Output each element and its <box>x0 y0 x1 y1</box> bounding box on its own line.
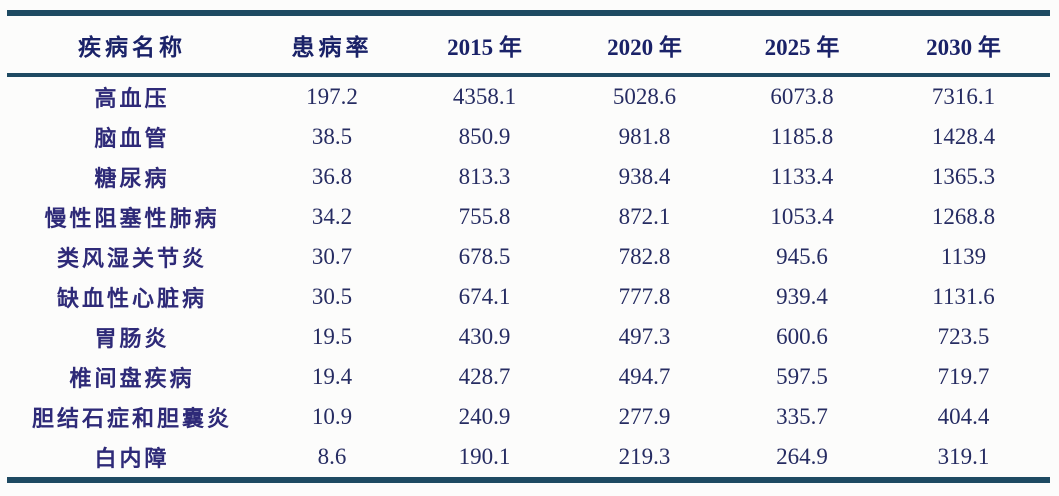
disease-name-cell: 类风湿关节炎 <box>56 246 207 271</box>
column-header-year-2025: 2025 年 <box>764 34 840 60</box>
table-row: 胆结石症和胆囊炎 10.9 240.9 277.9 335.7 404.4 <box>7 397 1050 437</box>
year-2025-cell: 945.6 <box>776 244 828 269</box>
year-2020-cell: 872.1 <box>618 204 671 229</box>
year-2020-cell: 981.8 <box>618 124 671 149</box>
year-2030-cell: 723.5 <box>937 324 990 349</box>
table-body: 高血压 197.2 4358.1 5028.6 6073.8 7316.1 脑血… <box>7 75 1050 480</box>
year-2020-cell: 5028.6 <box>612 84 677 109</box>
disease-name-cell: 高血压 <box>94 86 170 111</box>
year-2015-cell: 678.5 <box>458 244 511 269</box>
table-row: 白内障 8.6 190.1 219.3 264.9 319.1 <box>7 437 1050 480</box>
year-2015-cell: 813.3 <box>458 164 511 189</box>
year-2020-cell: 277.9 <box>618 404 671 429</box>
disease-name-cell: 慢性阻塞性肺病 <box>44 206 220 231</box>
year-2020-cell: 782.8 <box>618 244 671 269</box>
prevalence-rate-cell: 10.9 <box>311 404 353 429</box>
table-row: 椎间盘疾病 19.4 428.7 494.7 597.5 719.7 <box>7 357 1050 397</box>
prevalence-rate-cell: 197.2 <box>306 84 358 109</box>
year-2020-cell: 777.8 <box>618 284 671 309</box>
prevalence-rate-cell: 19.5 <box>311 324 353 349</box>
prevalence-rate-cell: 36.8 <box>311 164 353 189</box>
year-2025-cell: 1053.4 <box>770 204 834 229</box>
disease-name-cell: 胃肠炎 <box>94 326 170 351</box>
table-row: 糖尿病 36.8 813.3 938.4 1133.4 1365.3 <box>7 157 1050 197</box>
year-2030-cell: 1131.6 <box>932 284 995 309</box>
table-row: 高血压 197.2 4358.1 5028.6 6073.8 7316.1 <box>7 75 1050 117</box>
table-row: 慢性阻塞性肺病 34.2 755.8 872.1 1053.4 1268.8 <box>7 197 1050 237</box>
year-2025-cell: 600.6 <box>776 324 828 349</box>
year-2015-cell: 850.9 <box>458 124 511 149</box>
disease-name-cell: 缺血性心脏病 <box>56 286 207 311</box>
disease-name-cell: 椎间盘疾病 <box>69 366 195 391</box>
disease-name-cell: 白内障 <box>94 446 170 471</box>
year-2015-cell: 755.8 <box>458 204 511 229</box>
disease-name-cell: 胆结石症和胆囊炎 <box>31 406 232 431</box>
year-2020-cell: 219.3 <box>618 444 671 469</box>
prevalence-rate-cell: 8.6 <box>317 444 347 469</box>
table-header: 疾病名称 患病率 2015 年 2020 年 2025 年 2030 年 <box>7 13 1050 75</box>
year-2025-cell: 1185.8 <box>770 124 834 149</box>
table-row: 胃肠炎 19.5 430.9 497.3 600.6 723.5 <box>7 317 1050 357</box>
year-2015-cell: 240.9 <box>458 404 511 429</box>
prevalence-rate-cell: 34.2 <box>311 204 353 229</box>
year-2015-cell: 190.1 <box>458 444 511 469</box>
disease-projection-table: 疾病名称 患病率 2015 年 2020 年 2025 年 2030 年 高血压… <box>7 10 1050 483</box>
disease-name-cell: 脑血管 <box>94 126 170 151</box>
table-header-row: 疾病名称 患病率 2015 年 2020 年 2025 年 2030 年 <box>7 13 1050 75</box>
year-2025-cell: 597.5 <box>776 364 828 389</box>
year-2030-cell: 1139 <box>940 244 987 269</box>
column-header-disease-name: 疾病名称 <box>78 34 186 60</box>
prevalence-rate-cell: 30.5 <box>311 284 353 309</box>
column-header-prevalence-rate: 患病率 <box>291 34 373 60</box>
prevalence-rate-cell: 19.4 <box>311 364 353 389</box>
year-2025-cell: 1133.4 <box>770 164 834 189</box>
column-header-year-2015: 2015 年 <box>447 34 522 60</box>
table-row: 缺血性心脏病 30.5 674.1 777.8 939.4 1131.6 <box>7 277 1050 317</box>
year-2020-cell: 497.3 <box>618 324 671 349</box>
year-2030-cell: 319.1 <box>937 444 990 469</box>
table-row: 脑血管 38.5 850.9 981.8 1185.8 1428.4 <box>7 117 1050 157</box>
column-header-year-2030: 2030 年 <box>926 34 1001 60</box>
table-row: 类风湿关节炎 30.7 678.5 782.8 945.6 1139 <box>7 237 1050 277</box>
prevalence-rate-cell: 38.5 <box>311 124 353 149</box>
year-2025-cell: 6073.8 <box>770 84 834 109</box>
year-2015-cell: 674.1 <box>458 284 511 309</box>
year-2020-cell: 494.7 <box>618 364 671 389</box>
year-2030-cell: 1268.8 <box>931 204 996 229</box>
column-header-year-2020: 2020 年 <box>607 34 682 60</box>
year-2025-cell: 335.7 <box>776 404 828 429</box>
year-2030-cell: 404.4 <box>937 404 990 429</box>
year-2030-cell: 719.7 <box>937 364 990 389</box>
disease-name-cell: 糖尿病 <box>94 166 170 191</box>
year-2015-cell: 430.9 <box>458 324 511 349</box>
year-2020-cell: 938.4 <box>618 164 671 189</box>
year-2025-cell: 264.9 <box>776 444 828 469</box>
year-2030-cell: 1428.4 <box>931 124 996 149</box>
year-2030-cell: 7316.1 <box>931 84 996 109</box>
year-2030-cell: 1365.3 <box>931 164 996 189</box>
year-2015-cell: 428.7 <box>458 364 511 389</box>
year-2015-cell: 4358.1 <box>452 84 517 109</box>
year-2025-cell: 939.4 <box>776 284 828 309</box>
prevalence-rate-cell: 30.7 <box>311 244 353 269</box>
